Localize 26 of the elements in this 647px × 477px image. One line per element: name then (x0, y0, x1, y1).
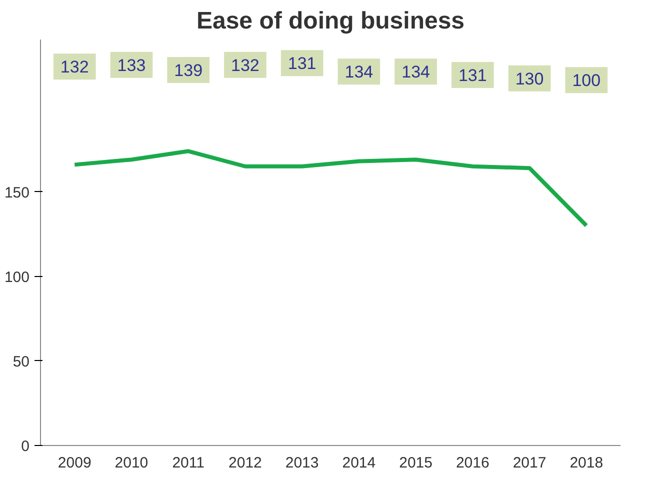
annotation: 134 (344, 62, 374, 82)
x-tick-label: 2018 (570, 454, 604, 472)
annotation: 130 (515, 69, 544, 88)
chart-title: Ease of doing business (196, 8, 465, 34)
annotation: 131 (288, 54, 316, 74)
annotation: 131 (458, 66, 487, 86)
x-tick-label: 2013 (285, 454, 319, 472)
x-tick-label: 2010 (114, 454, 148, 472)
annotation: 133 (117, 56, 146, 75)
y-tick-label: 100 (4, 268, 30, 286)
annotation: 139 (174, 60, 203, 80)
annotation: 100 (572, 71, 601, 90)
x-tick-label: 2011 (172, 454, 204, 472)
x-tick-label: 2014 (342, 454, 376, 472)
x-tick-label: 2009 (58, 454, 92, 472)
x-tick-label: 2016 (456, 454, 490, 472)
line-series (72, 149, 588, 228)
annotation: 132 (231, 56, 260, 75)
x-tick-label: 2012 (228, 454, 262, 472)
y-tick-label: 150 (4, 184, 30, 202)
y-tick-label: 50 (12, 353, 30, 370)
x-tick-label: 2015 (399, 454, 432, 472)
x-tick-label: 2017 (512, 454, 546, 472)
annotation: 134 (402, 62, 430, 82)
annotation: 132 (60, 58, 89, 77)
y-tick-label: 0 (21, 438, 30, 455)
